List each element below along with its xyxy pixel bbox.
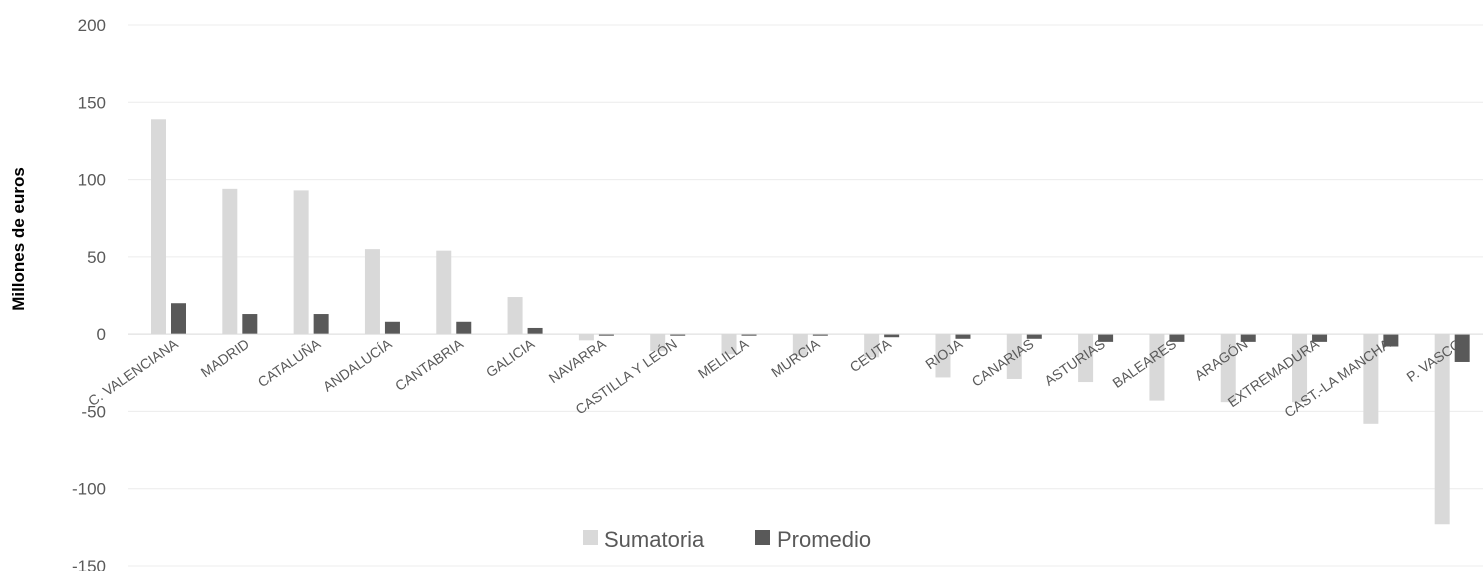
- bar-promedio-andalucia: [384, 321, 400, 335]
- bar-promedio-canarias: [1026, 334, 1042, 339]
- bar-sumatoria-cast-la-mancha: [1363, 334, 1379, 424]
- y-tick-label: 100: [78, 171, 106, 190]
- category-label-madrid: MADRID: [198, 335, 252, 380]
- bar-promedio-extremadura: [1312, 334, 1328, 342]
- bar-promedio-navarra: [598, 334, 614, 336]
- bar-promedio-ceuta: [884, 334, 900, 338]
- gridlines: [128, 24, 1483, 567]
- legend-label-promedio: Promedio: [777, 527, 871, 552]
- bar-sumatoria-galicia: [507, 297, 523, 335]
- bar-promedio-rioja: [955, 334, 971, 339]
- bar-promedio-melilla: [741, 334, 757, 336]
- bar-sumatoria-c-valenciana: [151, 119, 166, 335]
- y-axis-title: Millones de euros: [9, 167, 28, 311]
- bar-sumatoria-ceuta: [864, 334, 880, 358]
- bar-sumatoria-cantabria: [436, 250, 452, 335]
- legend: Sumatoria Promedio: [583, 527, 871, 552]
- category-label-c-valenciana: C. VALENCIANA: [85, 335, 181, 409]
- bar-sumatoria-baleares: [1149, 334, 1165, 401]
- y-axis-tick-labels: 200 150 100 50 0 -50 -100 -150: [72, 16, 106, 571]
- category-labels: C. VALENCIANA MADRID CATALUÑAANDALUCÍACANT…: [85, 335, 1464, 420]
- category-label-cataluna: CATALUÑA: [255, 335, 324, 390]
- bar-sumatoria-aragon: [1220, 334, 1236, 403]
- bar-promedio-castilla-y-leon: [670, 334, 686, 336]
- bar-sumatoria-asturias: [1078, 334, 1094, 383]
- y-tick-label: 0: [97, 325, 106, 344]
- y-tick-label: -100: [72, 480, 106, 499]
- bar-sumatoria-castilla-y-leon: [650, 334, 666, 352]
- bar-promedio-cantabria: [456, 321, 472, 335]
- y-tick-label: -50: [81, 402, 106, 421]
- bar-sumatoria-extremadura: [1292, 334, 1308, 403]
- bar-promedio-cast-la-mancha: [1383, 334, 1399, 347]
- bar-sumatoria-p-vasco: [1434, 334, 1450, 525]
- bar-promedio-madrid: [242, 314, 258, 335]
- bar-sumatoria-melilla: [721, 334, 737, 355]
- legend-label-sumatoria: Sumatoria: [604, 527, 705, 552]
- bar-sumatoria-navarra: [578, 334, 594, 341]
- bar-sumatoria-murcia: [792, 334, 808, 356]
- category-label-canarias: CANARIAS: [969, 335, 1037, 389]
- y-tick-label: 200: [78, 16, 106, 35]
- bar-sumatoria-canarias: [1006, 334, 1022, 379]
- y-tick-label: 50: [87, 248, 106, 267]
- y-tick-label: 150: [78, 93, 106, 112]
- bar-sumatoria-madrid: [222, 188, 238, 335]
- bar-promedio-baleares: [1169, 334, 1185, 342]
- bar-promedio-galicia: [527, 327, 543, 335]
- category-label-navarra: NAVARRA: [546, 335, 609, 386]
- category-label-baleares: BALEARES: [1109, 335, 1179, 391]
- category-label-asturias: ASTURIAS: [1041, 335, 1108, 388]
- bar-sumatoria-rioja: [935, 334, 951, 378]
- category-label-galicia: GALICIA: [483, 335, 538, 380]
- bar-promedio-c-valenciana: [171, 303, 186, 335]
- bar-promedio-asturias: [1098, 334, 1114, 342]
- bar-promedio-cataluna: [313, 314, 329, 335]
- bar-sumatoria-cataluna: [293, 190, 309, 335]
- legend-swatch-promedio: [755, 530, 770, 545]
- category-label-andalucia: ANDALUCÍA: [320, 335, 395, 394]
- bar-promedio-p-vasco: [1454, 334, 1470, 362]
- legend-swatch-sumatoria: [583, 530, 598, 545]
- bar-promedio-aragon: [1240, 334, 1256, 342]
- bar-sumatoria-andalucia: [364, 249, 380, 335]
- y-tick-label: -150: [72, 557, 106, 571]
- bar-promedio-murcia: [812, 334, 828, 336]
- category-label-cantabria: CANTABRIA: [392, 335, 467, 394]
- bars: [151, 119, 1470, 525]
